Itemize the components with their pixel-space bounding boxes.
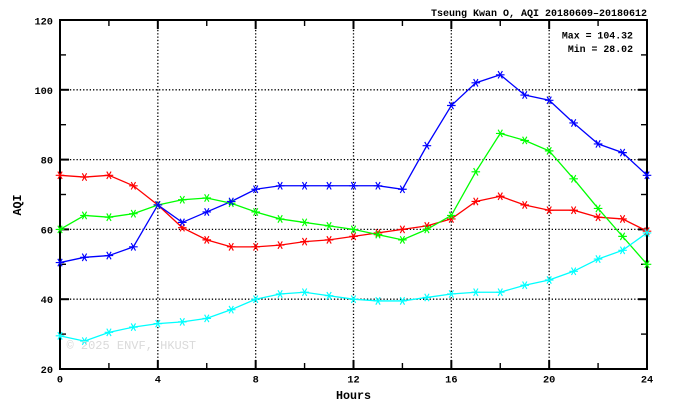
- svg-text:100: 100: [34, 86, 53, 98]
- svg-text:60: 60: [41, 225, 53, 237]
- svg-text:12: 12: [347, 375, 359, 387]
- svg-text:Max = 104.32: Max = 104.32: [562, 31, 633, 42]
- svg-text:4: 4: [155, 375, 161, 387]
- svg-text:20: 20: [41, 365, 53, 377]
- svg-text:Hours: Hours: [336, 389, 371, 403]
- svg-text:40: 40: [41, 295, 53, 307]
- svg-text:120: 120: [34, 17, 53, 29]
- svg-text:© 2025 ENVF, HKUST: © 2025 ENVF, HKUST: [67, 339, 197, 353]
- svg-text:AQI: AQI: [11, 194, 25, 215]
- svg-text:80: 80: [41, 156, 53, 168]
- svg-text:0: 0: [57, 375, 63, 387]
- svg-text:24: 24: [641, 375, 653, 387]
- svg-text:Min = 28.02: Min = 28.02: [568, 44, 633, 55]
- svg-text:20: 20: [543, 375, 555, 387]
- svg-text:8: 8: [253, 375, 259, 387]
- svg-text:Tseung Kwan O, AQI 20180609–20: Tseung Kwan O, AQI 20180609–20180612: [431, 9, 647, 20]
- svg-text:16: 16: [445, 375, 457, 387]
